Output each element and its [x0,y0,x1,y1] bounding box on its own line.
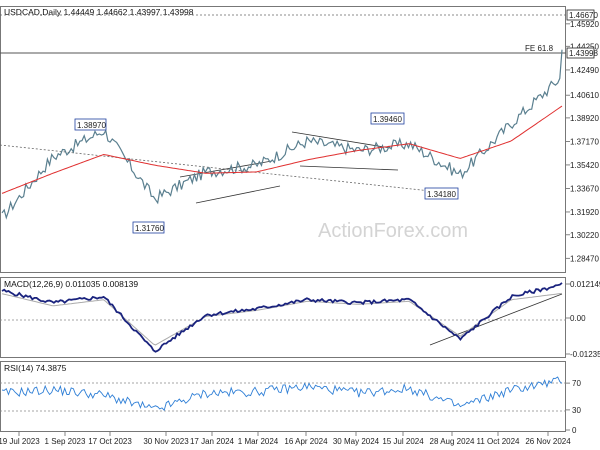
x-tick-label: 1 Sep 2023 [45,437,86,446]
x-tick-label: 1 Mar 2024 [238,437,279,446]
macd-panel: MACD(12,26,9) 0.011035 0.008139 0.012149… [0,279,600,359]
x-tick-label: 15 Jul 2024 [382,437,424,446]
moving-average-line [1,105,563,194]
rsi-y-tick-label: 0 [572,426,577,435]
current-price-box [566,47,595,59]
price-title: USDCAD,Daily 1.44449 1.44662 1.43997 1.4… [4,7,194,17]
x-tick-label: 26 Nov 2024 [525,437,571,446]
macd-y-tick-label: 0.012149 [570,280,600,289]
channel-lower-line [195,185,281,204]
rsi-panel: RSI(14) 74.3875 70 30 0 [0,363,581,435]
rsi-y-axis: 70 30 0 [566,379,581,435]
macd-y-tick-label: 0.00 [570,314,586,323]
price-y-tick-label: 1.33670 [570,184,599,193]
macd-y-axis: 0.012149 0.00 -0.012356 [566,280,600,359]
macd-main-line [1,282,563,353]
price-y-tick-label: 1.40610 [570,91,599,100]
rsi-series-line [1,376,563,412]
price-series-line [1,49,563,220]
annotation-box-3 [370,112,405,125]
x-tick-label: 16 Apr 2024 [284,437,328,446]
x-tick-label: 30 May 2024 [333,437,380,446]
price-y-tick-label: 1.38920 [570,114,599,123]
annotation-box-4 [424,187,459,200]
price-y-tick-label: 1.30220 [570,231,599,240]
rsi-y-tick-label: 70 [572,379,581,388]
price-y-tick-label: 1.31920 [570,208,599,217]
price-y-axis: 1.45920 1.44250 1.42490 1.40610 1.38920 1.371… [566,20,599,263]
price-y-tick-label: 1.45920 [570,20,599,29]
price-y-tick-label: 1.35420 [570,161,599,170]
x-tick-label: 11 Oct 2024 [477,437,521,446]
current-price-label: 1.43998 [569,49,598,58]
level-1-46670-label: 1.46670 [569,11,598,20]
price-panel-frame [0,6,566,273]
price-panel: USDCAD,Daily 1.44449 1.44662 1.43997 1.4… [0,7,599,263]
price-y-tick-label: 1.42490 [570,66,599,75]
x-axis: 19 Jul 2023 1 Sep 2023 17 Oct 2023 30 Nov 2… [0,432,571,446]
x-tick-label: 19 Jul 2023 [0,437,40,446]
level-1-46670-box [566,9,595,21]
annotation-fe-61-8: FE 61.8 [525,44,554,53]
rsi-panel-frame [0,361,566,432]
annotation-1-39460: 1.39460 [373,115,402,124]
rsi-title: RSI(14) 74.3875 [4,363,67,373]
macd-y-tick-label: -0.012356 [570,350,600,359]
annotation-1-31760: 1.31760 [135,224,164,233]
price-y-tick-label: 1.28470 [570,254,599,263]
price-y-tick-label: 1.37170 [570,137,599,146]
annotation-box-2 [132,221,165,234]
triangle-upper-line [291,131,391,149]
triangle-lower-line [299,165,399,171]
x-tick-label: 28 Aug 2024 [430,437,475,446]
macd-title: MACD(12,26,9) 0.011035 0.008139 [4,279,138,289]
watermark: ActionForex.com [318,220,468,242]
annotation-1-38970: 1.38970 [77,121,106,130]
channel-upper-line [179,160,273,178]
price-y-tick-label: 1.44250 [570,42,599,51]
macd-trendline [429,293,563,346]
annotation-1-34180: 1.34180 [427,190,456,199]
rsi-y-tick-label: 30 [572,406,581,415]
annotation-box-1 [74,118,107,131]
x-tick-label: 30 Nov 2023 [143,437,189,446]
x-tick-label: 17 Oct 2023 [88,437,132,446]
macd-panel-frame [0,277,566,358]
x-tick-label: 17 Jan 2024 [190,437,235,446]
